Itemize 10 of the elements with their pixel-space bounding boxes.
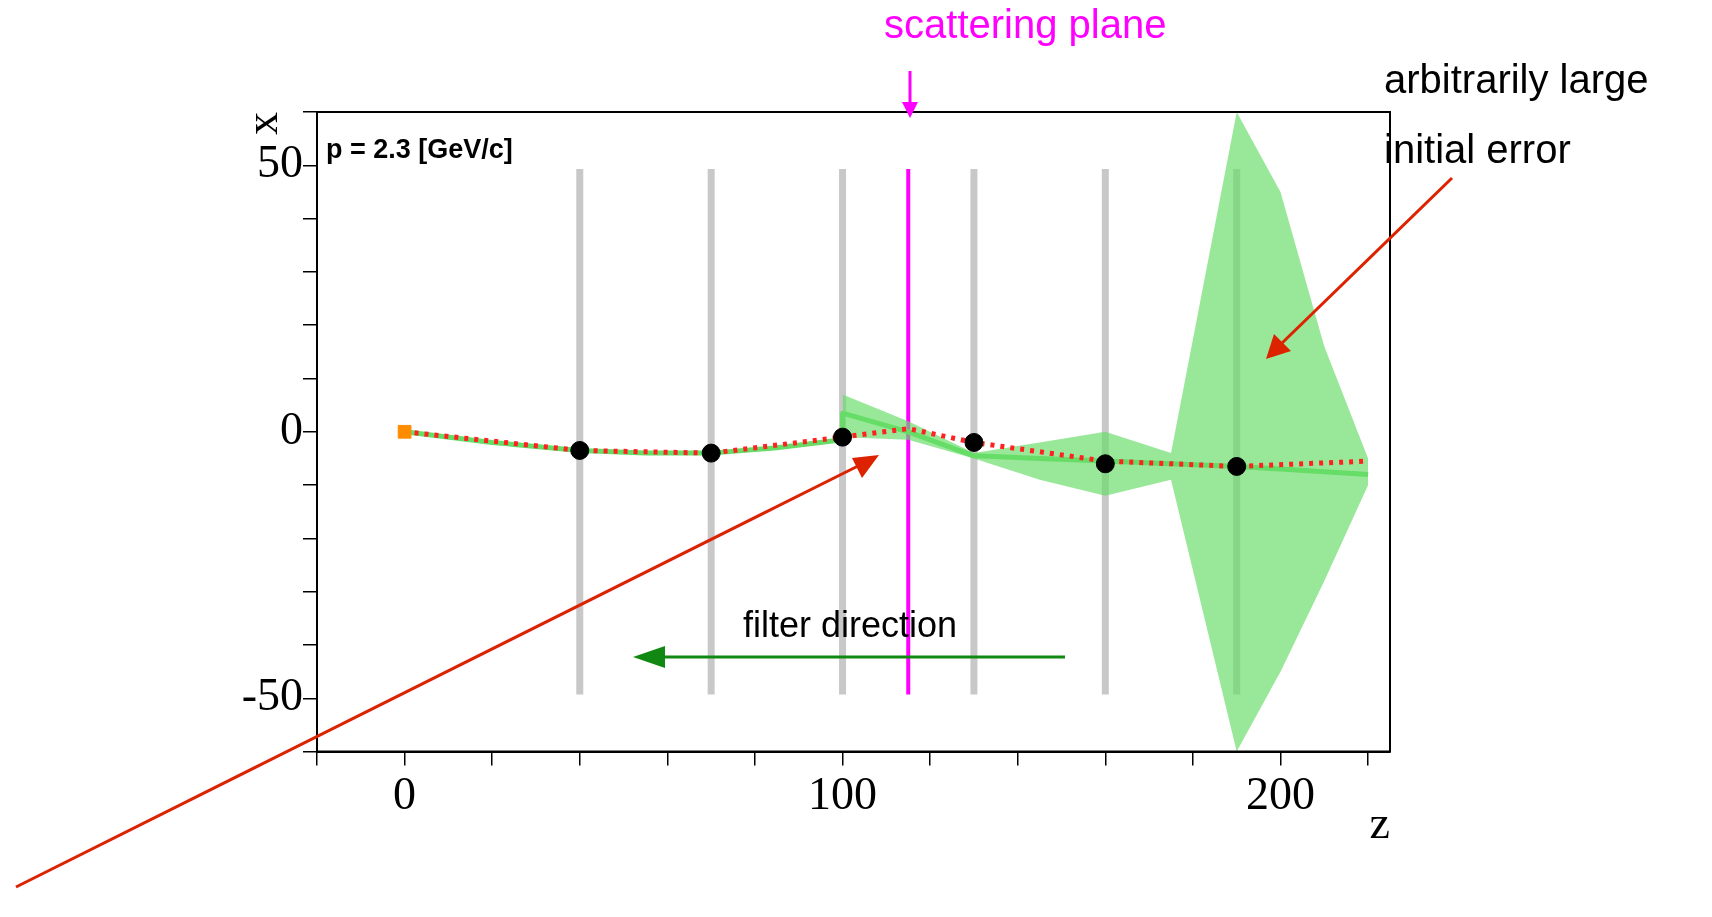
y-tick-label: 50 <box>257 136 303 188</box>
x-tick-label: 100 <box>808 768 878 820</box>
x-axis-title: z <box>1369 797 1390 849</box>
ref-line-label: scattering plane <box>884 2 1167 47</box>
y-tick-label: 0 <box>280 402 303 454</box>
y-axis-title: x <box>235 112 287 135</box>
annotation: p = 2.3 [GeV/c] <box>326 134 513 165</box>
y-tick-label: -50 <box>241 669 303 721</box>
x-tick-label: 0 <box>393 768 417 820</box>
x-tick-label: 200 <box>1246 768 1316 820</box>
